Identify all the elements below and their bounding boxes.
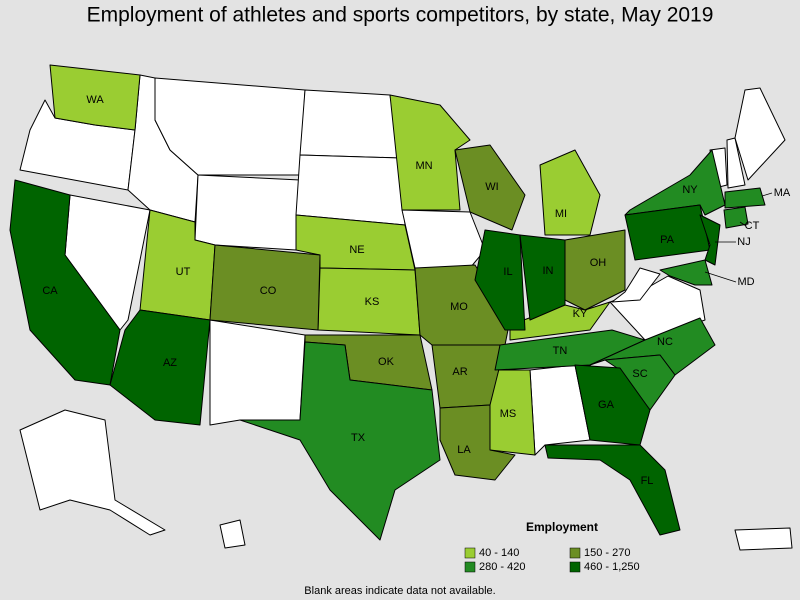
state-label: OK (378, 356, 395, 368)
state-label: MO (450, 301, 468, 313)
state-wa (49, 64, 141, 131)
legend-title: Employment (526, 520, 598, 534)
state-wy (194, 174, 301, 251)
state-labels: WA MN NE KS UT MI KY MS WI CO MO OK AR L… (42, 94, 791, 487)
state-label: NC (657, 336, 673, 348)
state-label: NJ (737, 236, 750, 248)
state-co (209, 244, 321, 331)
state-label: GA (598, 399, 615, 411)
state-label: MS (500, 408, 517, 420)
state-pr (734, 527, 793, 551)
legend-swatch (464, 561, 476, 573)
state-label: SC (632, 368, 647, 380)
state-sd (295, 154, 406, 226)
state-nd (299, 89, 401, 159)
state-md (659, 259, 713, 286)
state-nm (209, 319, 306, 426)
state-tx (239, 341, 441, 541)
state-label: LA (457, 444, 471, 456)
state-in (519, 234, 566, 321)
state-label: NE (349, 244, 364, 256)
state-label: AR (452, 366, 467, 378)
state-ak (19, 409, 166, 536)
note: Blank areas indicate data not available. (304, 585, 495, 597)
map-title: Employment of athletes and sports compet… (87, 4, 714, 27)
state-ia (401, 209, 486, 269)
state-label: KS (365, 296, 380, 308)
state-ct (723, 206, 749, 229)
state-wv (611, 267, 661, 303)
state-label: IN (543, 265, 554, 277)
data-states (9, 64, 766, 541)
state-label: WA (86, 94, 104, 106)
leader-line (704, 271, 737, 283)
state-oh (564, 229, 626, 311)
state-label: UT (176, 266, 191, 278)
state-me (734, 87, 786, 181)
legend-swatch (464, 547, 476, 559)
state-wi (454, 144, 526, 231)
state-ga (574, 364, 651, 446)
legend-label: 460 - 1,250 (584, 561, 640, 573)
state-label: WI (485, 181, 498, 193)
state-label: MD (737, 276, 754, 288)
legend: Employment 40 - 140 150 - 270 280 - 420 460… (464, 520, 640, 573)
state-label: AZ (163, 357, 177, 369)
state-mi (539, 149, 601, 236)
state-fl (544, 444, 681, 536)
legend-label: 150 - 270 (584, 547, 630, 559)
state-nj (699, 214, 721, 266)
state-label: CA (42, 285, 58, 297)
state-il (474, 229, 526, 331)
leader-lines (704, 192, 773, 283)
leader-line (739, 221, 747, 227)
state-pa (624, 204, 711, 261)
state-label: IL (503, 266, 512, 278)
leader-line (761, 192, 773, 197)
state-label: PA (660, 234, 675, 246)
state-la (439, 404, 516, 481)
state-label: FL (641, 475, 654, 487)
legend-swatch (569, 547, 581, 559)
state-az (109, 309, 211, 426)
state-label: TN (553, 345, 568, 357)
state-label: MN (415, 160, 432, 172)
state-label: MI (555, 208, 567, 220)
state-ny (624, 149, 726, 216)
state-label: MA (774, 187, 791, 199)
legend-label: 280 - 420 (479, 561, 525, 573)
state-label: OH (590, 257, 607, 269)
state-hi (219, 519, 246, 549)
legend-label: 40 - 140 (479, 547, 519, 559)
state-nh (726, 137, 746, 189)
state-label: KY (573, 308, 588, 320)
state-label: TX (351, 432, 366, 444)
state-ma (724, 187, 766, 209)
state-label: NY (682, 184, 698, 196)
state-label: CO (260, 285, 277, 297)
legend-swatch (569, 561, 581, 573)
state-label: CT (745, 220, 760, 232)
